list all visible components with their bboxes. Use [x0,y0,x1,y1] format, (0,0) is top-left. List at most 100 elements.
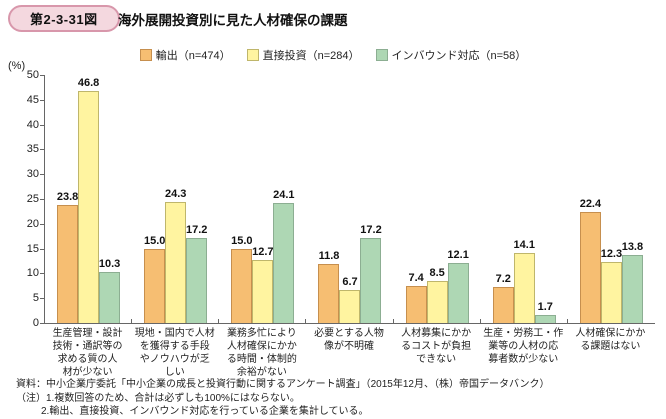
bar-value-label: 7.4 [408,272,424,285]
bar-group-6: 22.4 12.3 13.8 [568,75,655,323]
footnote-note2: 2.輸出、直接投資、インバウンド対応を行っている企業を集計している。 [41,406,369,417]
y-axis-tick-label: 10 [26,267,39,280]
bar-直接投資（n=284）-5 [513,253,535,323]
legend-item-2: インバウンド対応（n=58） [375,47,527,63]
bar-cell: 7.4 [405,273,427,323]
chart-legend: 輸出（n=474） 直接投資（n=284） インバウンド対応（n=58） [0,47,666,63]
bar-輸出（n=474）-5 [492,287,514,323]
y-axis-tick-mark [40,248,45,250]
category-label-line: 人材確保にかか [226,341,297,352]
bar-value-label: 13.8 [621,240,644,253]
bar-輸出（n=474）-0 [57,204,79,323]
x-axis-tick-mark [566,319,568,323]
x-axis-category-labels: 生産管理・設計 技術・通訳等の 求める質の人 材が少ない 現地・国内で人材 を獲得する手段… [44,327,654,379]
bar-輸出（n=474）-4 [405,286,427,323]
legend-label: インバウンド対応（n=58） [391,50,527,62]
bar-輸出（n=474）-2 [231,248,253,323]
bar-value-label: 17.2 [360,223,382,236]
y-axis-tick-label: 5 [32,292,39,305]
footnote-note1: （注）1.複数回答のため、合計は必ずしも100%にはならない。 [16,392,300,404]
bar-value-label: 22.4 [579,197,602,210]
bar-value-label: 10.3 [98,257,121,270]
bar-value-label: 15.0 [231,234,253,247]
y-axis-tick-mark [40,174,45,176]
x-axis-tick-mark [131,319,133,323]
y-axis-tick-mark [40,124,45,126]
bar-value-label: 6.7 [342,275,358,288]
bar-value-label: 24.3 [164,188,187,201]
bar-value-label: 11.8 [318,250,340,263]
bar-直接投資（n=284）-3 [339,289,361,323]
bar-cell: 11.8 [318,251,340,323]
bar-インバウンド対応（n=58）-3 [360,237,382,323]
y-axis-tick-mark [40,99,45,101]
category-label-2: 業務多忙により 人材確保にかか る時間・体制的 余裕がない [218,327,305,379]
bar-直接投資（n=284）-4 [426,280,448,323]
footnote-source: 資料：中小企業庁委託「中小企業の成長と投資行動に関するアンケート調査」（2015… [16,379,550,390]
category-label-line: る時間・体制的 [226,354,297,365]
bar-直接投資（n=284）-1 [165,202,187,323]
x-axis-tick-mark [392,319,394,323]
figure-title: 海外展開投資別に見た人材確保の課題 [118,13,348,28]
bar-cell: 24.3 [165,189,187,323]
bar-cell: 12.1 [447,249,469,323]
y-axis-tick-mark [40,149,45,151]
bar-輸出（n=474）-6 [579,211,601,323]
bar-cell: 24.1 [273,190,295,323]
category-label-line: 像が不明確 [323,341,374,352]
category-label-line: 生産管理・設計 [52,328,123,339]
legend-label: 直接投資（n=284） [262,50,360,62]
category-label-line: 求める質の人 [57,354,118,365]
legend-swatch-icon [375,49,388,61]
bar-cell: 7.2 [492,274,514,323]
footnotes: 資料：中小企業庁委託「中小企業の成長と投資行動に関するアンケート調査」（2015… [16,378,662,419]
bar-value-label: 7.2 [495,273,511,286]
y-axis-tick-label: 15 [26,242,39,255]
x-axis-tick-mark [305,319,307,323]
bar-value-label: 23.8 [56,190,79,203]
y-axis-tick-label: 35 [26,143,39,156]
bar-value-label: 15.0 [143,234,166,247]
bar-cell: 15.0 [231,235,253,323]
bar-value-label: 12.3 [600,248,623,260]
bar-直接投資（n=284）-0 [78,90,100,323]
y-axis-unit-label: (%) [8,60,26,72]
legend-label: 輸出（n=474） [155,50,231,62]
bar-cell: 8.5 [426,267,448,323]
y-axis-tick-label: 40 [26,118,39,131]
category-label-1: 現地・国内で人材 を獲得する手段 やノウハウが乏 しい [131,327,218,379]
category-label-line: 技術・通訳等の [52,341,123,352]
category-label-line: 現地・国内で人材 [134,328,215,339]
y-axis-tick-label: 30 [26,168,39,181]
y-axis-tick-label: 25 [26,193,39,205]
y-axis-tick-mark [40,323,45,324]
bar-インバウンド対応（n=58）-1 [186,237,208,323]
bar-value-label: 14.1 [513,239,535,252]
bar-インバウンド対応（n=58）-6 [621,254,643,323]
bar-value-label: 17.2 [185,223,208,236]
y-axis-tick-mark [40,273,45,275]
bar-value-label: 8.5 [429,266,445,279]
legend-item-0: 輸出（n=474） [139,47,231,63]
category-label-line: 材が少ない [62,367,113,378]
bar-group-4: 7.4 8.5 12.1 [394,75,481,323]
category-label-line: 必要とする人物 [314,328,384,339]
bar-インバウンド対応（n=58）-2 [273,203,295,323]
category-label-line: 募者数が少ない [488,354,559,365]
category-label-5: 生産・労務工・作 業等の人材の応 募者数が少ない [480,327,567,379]
bar-group-5: 7.2 14.1 1.7 [481,75,568,323]
bar-cell: 17.2 [186,224,208,323]
category-label-line: 人材確保にかか [575,328,646,339]
bar-インバウンド対応（n=58）-5 [534,314,556,323]
category-label-line: しい [164,367,185,378]
bar-group-1: 15.0 24.3 17.2 [132,75,220,323]
bar-輸出（n=474）-1 [144,248,166,323]
bar-value-label: 12.7 [252,246,274,259]
bar-value-label: 24.1 [273,189,295,202]
legend-item-1: 直接投資（n=284） [246,47,360,63]
category-label-4: 人材募集にかか るコストが負担 できない [393,327,480,379]
category-label-line: 業等の人材の応 [488,341,559,352]
bar-chart-plot-area: 0 5 10 15 20 25 30 35 40 45 50 23.8 46.8 10.3 15.0 24.3… [27,70,655,329]
category-label-line: やノウハウが乏 [139,354,210,365]
category-label-line: る課題はない [580,341,641,352]
